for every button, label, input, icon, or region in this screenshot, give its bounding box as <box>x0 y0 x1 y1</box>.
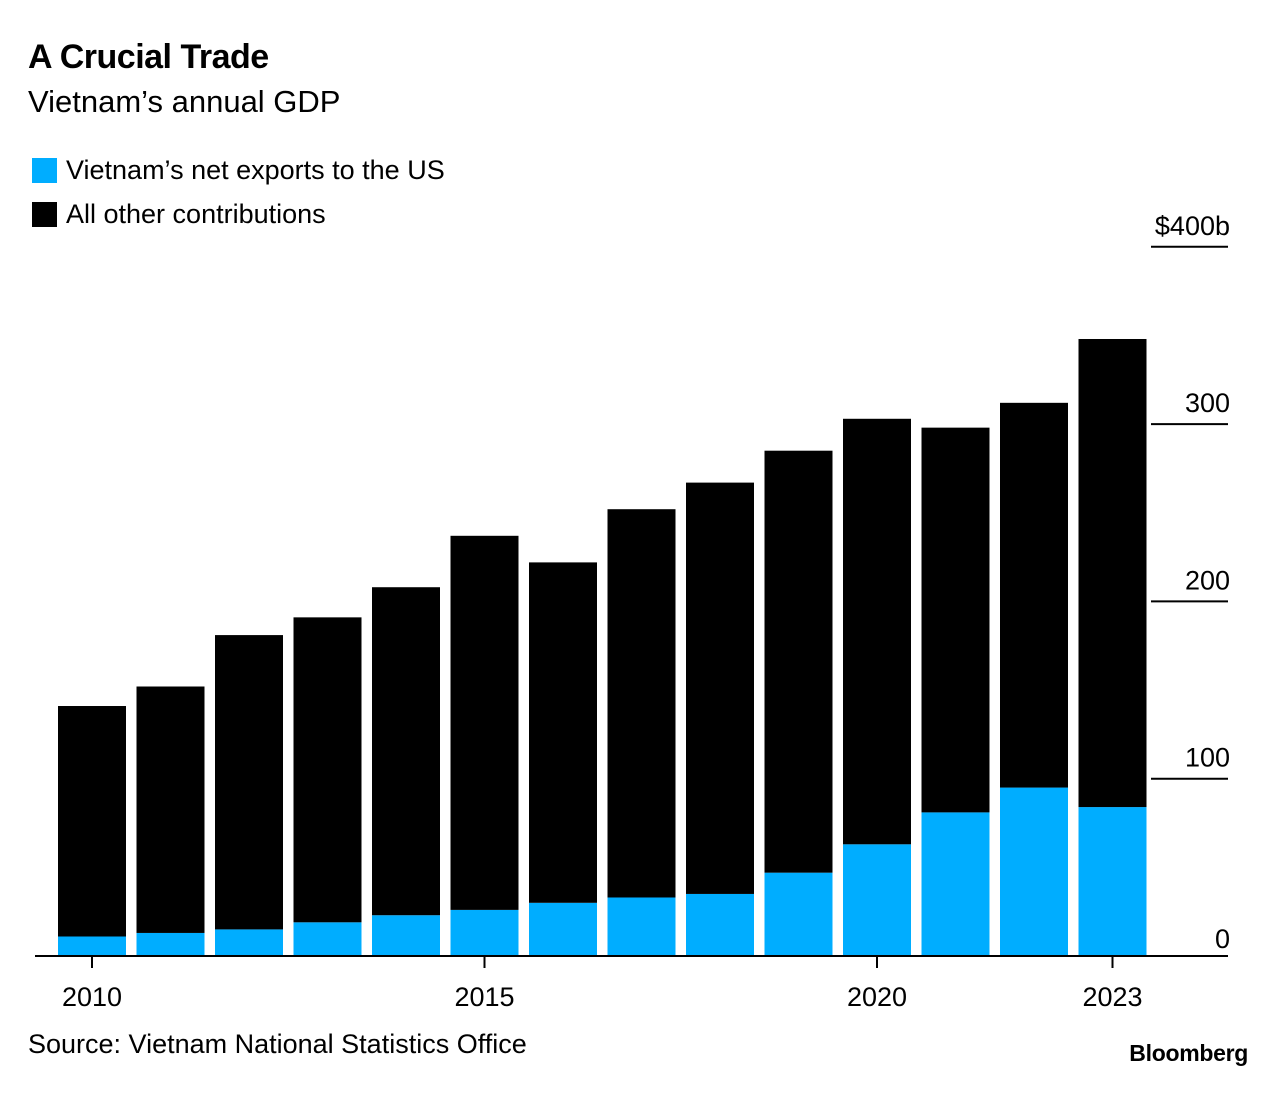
bar-2013-other <box>293 617 362 923</box>
y-tick-label-100: 100 <box>1185 743 1230 773</box>
chart-title: A Crucial Trade <box>28 38 269 76</box>
legend-label-us-exports: Vietnam’s net exports to the US <box>66 154 445 185</box>
x-axis: 2010 2015 2020 2023 <box>35 955 1228 1012</box>
y-tick-label-300: 300 <box>1185 388 1230 418</box>
bar-2017-us-exports <box>607 897 676 956</box>
bar-2015-us-exports <box>450 909 519 956</box>
bar-2015-other <box>450 535 519 910</box>
legend-label-other: All other contributions <box>66 198 326 229</box>
bar-2021-us-exports <box>921 812 990 956</box>
bar-2010-other <box>58 706 126 937</box>
source-note: Source: Vietnam National Statistics Offi… <box>28 1029 527 1059</box>
bar-2021-other <box>921 427 990 813</box>
bar-2012-other <box>215 635 283 930</box>
legend-swatch-other <box>32 201 57 227</box>
chart-subtitle: Vietnam’s annual GDP <box>28 84 341 119</box>
bar-2017-other <box>607 509 676 898</box>
bar-2018-us-exports <box>686 893 754 956</box>
bar-2022-other <box>1000 402 1068 788</box>
legend-item-other: All other contributions <box>32 192 445 236</box>
bar-2013-us-exports <box>293 922 362 956</box>
y-tick-label-200: 200 <box>1185 565 1230 595</box>
bar-2022-us-exports <box>1000 787 1068 956</box>
bar-2010-us-exports <box>58 936 126 956</box>
y-axis: 0 100 200 300 $400b <box>1151 211 1230 954</box>
bar-2016-us-exports <box>529 902 597 956</box>
x-tick-label-2023: 2023 <box>1082 982 1142 1012</box>
bar-2023-us-exports <box>1078 807 1147 956</box>
y-tick-label-0: 0 <box>1215 924 1230 954</box>
bar-2020-us-exports <box>843 844 911 956</box>
bars-group <box>58 338 1147 956</box>
bar-2014-other <box>372 587 440 916</box>
bar-2014-us-exports <box>372 915 440 956</box>
bar-2016-other <box>529 562 597 903</box>
brand-logo: Bloomberg <box>1129 1040 1248 1066</box>
legend-item-us-exports: Vietnam’s net exports to the US <box>32 148 445 192</box>
bar-2011-us-exports <box>136 932 205 956</box>
bar-2012-us-exports <box>215 929 283 956</box>
bar-2019-other <box>764 450 833 873</box>
bar-2018-other <box>686 482 754 894</box>
legend-swatch-us-exports <box>32 157 57 183</box>
legend: Vietnam’s net exports to the US All othe… <box>32 148 445 236</box>
bar-2020-other <box>843 418 911 845</box>
bar-2011-other <box>136 686 205 933</box>
bar-2023-other <box>1078 338 1147 808</box>
bar-2019-us-exports <box>764 872 833 956</box>
x-tick-label-2015: 2015 <box>454 982 514 1012</box>
y-tick-label-400b: $400b <box>1155 211 1230 241</box>
x-tick-label-2010: 2010 <box>62 982 122 1012</box>
x-tick-label-2020: 2020 <box>847 982 907 1012</box>
